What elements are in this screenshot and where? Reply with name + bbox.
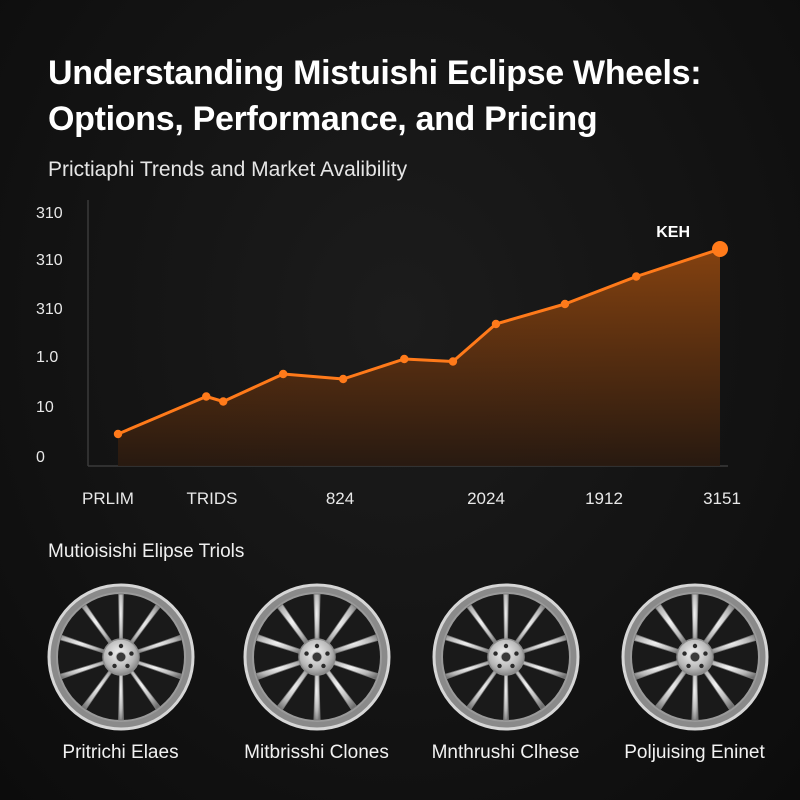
page-title: Understanding Mistuishi Eclipse Wheels: … — [48, 50, 768, 142]
y-tick-label: 0 — [36, 449, 45, 466]
wheel-image — [243, 583, 390, 731]
data-point — [448, 357, 458, 366]
data-point — [632, 272, 641, 281]
wheel-label: Poljuising Eninet — [624, 742, 765, 763]
y-tick-label: 10 — [36, 399, 54, 416]
x-tick-label: 1912 — [585, 489, 623, 508]
wheel-label: Mnthrushi Clhese — [431, 742, 580, 763]
x-tick-label: 3151 — [703, 489, 741, 508]
x-tick-label: 2024 — [467, 489, 505, 508]
wheel-image — [47, 583, 194, 731]
y-tick-label: 1.0 — [36, 349, 58, 366]
wheel-label: Pritrichi Elaes — [62, 742, 179, 763]
title-line-2: Options, Performance, and Pricing — [48, 100, 598, 138]
y-tick-label: 310 — [36, 301, 63, 318]
x-tick-label: PRLIM — [82, 489, 134, 508]
y-tick-label: 310 — [36, 252, 63, 269]
wheel-card[interactable]: Poljuising Eninet — [602, 582, 787, 782]
data-point — [219, 397, 228, 406]
data-point — [491, 319, 501, 329]
data-point — [400, 354, 409, 364]
x-tick-label: TRIDS — [187, 489, 238, 508]
data-point — [279, 369, 288, 379]
data-point — [113, 429, 123, 439]
y-tick-label: 310 — [36, 205, 63, 222]
data-point — [560, 299, 570, 309]
wheel-image — [621, 583, 768, 731]
series-area — [118, 249, 720, 466]
data-point — [338, 374, 348, 384]
title-line-1: Understanding Mistuishi Eclipse Wheels: — [48, 54, 702, 92]
point-annotation: KEH — [656, 224, 690, 241]
data-point — [202, 392, 211, 401]
wheel-card[interactable]: Pritrichi Elaes — [28, 582, 213, 782]
wheel-image — [432, 583, 579, 731]
chart-subtitle: Prictiaphi Trends and Market Avalibility — [48, 158, 408, 181]
x-tick-label: 824 — [326, 489, 354, 508]
wheel-card[interactable]: Mitbrisshi Clones — [224, 582, 409, 782]
data-point — [712, 241, 728, 257]
wheels-section-title: Mutioisishi Elipse Triols — [48, 541, 245, 562]
price-trend-chart: 0 10 1.0 310 310 310 PRLIM TRIDS 824 2024 1912 315… — [36, 200, 741, 508]
wheel-options-list: Pritrichi Elaes Mitbrisshi Clones Mnthru… — [28, 582, 788, 782]
wheel-label: Mitbrisshi Clones — [244, 742, 389, 763]
wheel-card[interactable]: Mnthrushi Clhese — [413, 582, 598, 782]
